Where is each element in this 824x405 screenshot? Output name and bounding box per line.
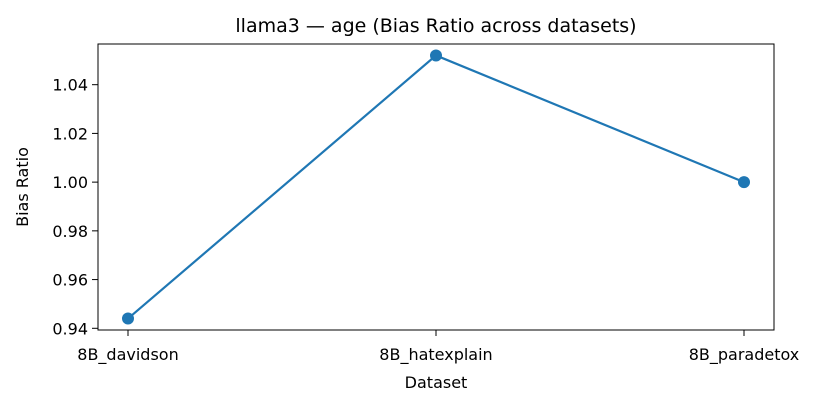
x-tick-label: 8B_hatexplain [379, 345, 492, 365]
x-tick-label: 8B_davidson [77, 345, 178, 365]
data-point [738, 176, 750, 189]
chart-title: llama3 — age (Bias Ratio across datasets… [235, 15, 636, 37]
series-layer [122, 49, 750, 325]
data-point [430, 49, 442, 62]
data-point [122, 312, 134, 325]
x-axis: 8B_davidson 8B_hatexplain 8B_paradetox [77, 330, 799, 365]
y-tick-label: 0.94 [52, 319, 88, 338]
x-tick-label: 8B_paradetox [689, 345, 800, 365]
y-axis-title: Bias Ratio [13, 147, 32, 227]
y-tick-label: 0.96 [52, 271, 88, 290]
y-tick-label: 0.98 [52, 222, 88, 241]
y-tick-label: 1.02 [52, 124, 88, 143]
y-tick-label: 1.04 [52, 76, 88, 95]
y-axis: 0.94 0.96 0.98 1.00 1.02 1.04 [52, 76, 98, 338]
y-tick-label: 1.00 [52, 173, 88, 192]
x-axis-title: Dataset [405, 373, 468, 392]
